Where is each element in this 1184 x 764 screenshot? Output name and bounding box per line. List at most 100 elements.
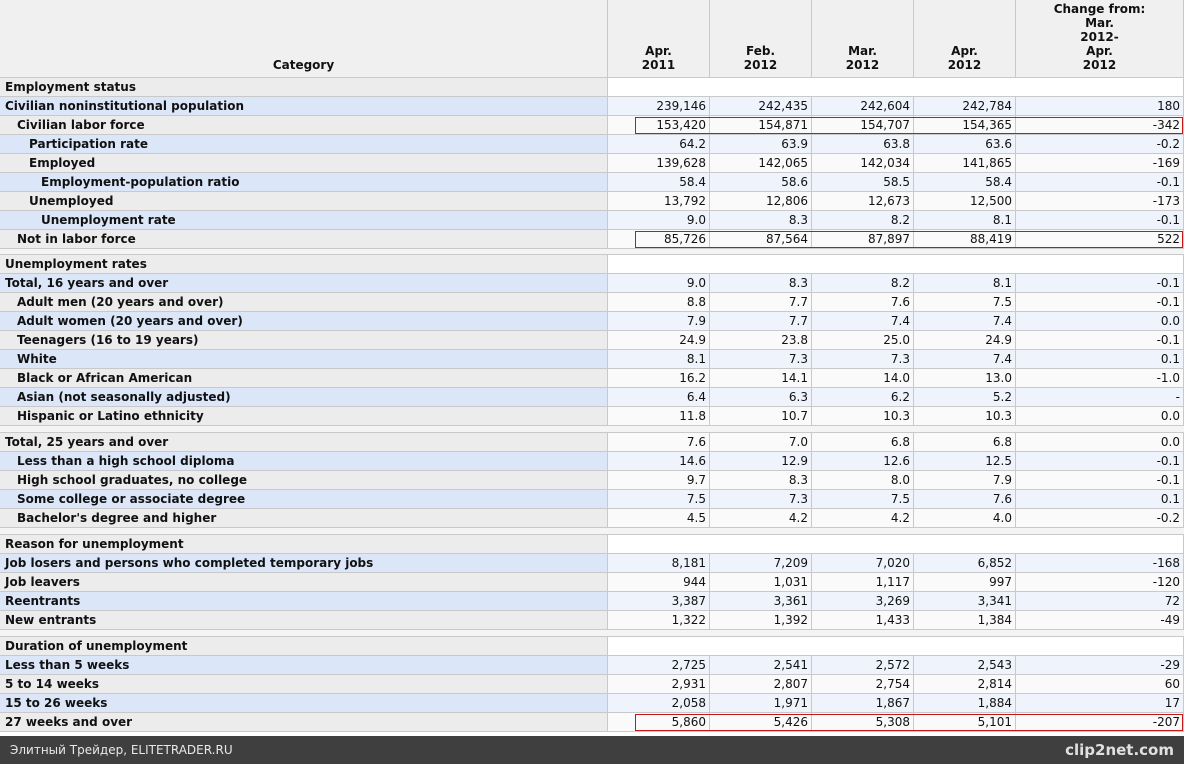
value-cell: 7.6 <box>608 433 710 452</box>
value-cell: 9.0 <box>608 211 710 230</box>
value-cell: 7,020 <box>812 554 914 573</box>
value-cell: 7.4 <box>914 350 1016 369</box>
value-cell: 8.1 <box>608 350 710 369</box>
column-header: Apr. 2012 <box>914 0 1016 78</box>
value-cell: 23.8 <box>710 331 812 350</box>
value-cell: 1,867 <box>812 694 914 713</box>
table-row: Job losers and persons who completed tem… <box>0 554 1184 573</box>
value-cell: 142,065 <box>710 154 812 173</box>
header-line: 2012 <box>743 58 778 72</box>
value-cell: 5,426 <box>710 713 812 732</box>
value-cell: 14.0 <box>812 369 914 388</box>
value-cell: 0.0 <box>1016 312 1184 331</box>
value-cell: 5,860 <box>608 713 710 732</box>
value-cell: 2,058 <box>608 694 710 713</box>
row-label: Adult women (20 years and over) <box>0 312 608 331</box>
table-row: Participation rate 64.2 63.9 63.8 63.6 -0.2 <box>0 135 1184 154</box>
table-row: Adult women (20 years and over) 7.9 7.7 7.4… <box>0 312 1184 331</box>
header-line: 2012 <box>1082 58 1117 72</box>
value-cell: 4.2 <box>710 509 812 528</box>
table-row: High school graduates, no college 9.7 8.3 8… <box>0 471 1184 490</box>
table-row: Adult men (20 years and over) 8.8 7.7 7.6 7.… <box>0 293 1184 312</box>
section-gap <box>0 528 1184 535</box>
value-cell: 7.3 <box>710 490 812 509</box>
value-cell: 2,807 <box>710 675 812 694</box>
row-label: Unemployment rate <box>0 211 608 230</box>
value-cell: 7.9 <box>608 312 710 331</box>
value-cell: 14.6 <box>608 452 710 471</box>
value-cell: 13,792 <box>608 192 710 211</box>
value-cell: 239,146 <box>608 97 710 116</box>
section-gap <box>0 426 1184 433</box>
value-cell: 7.9 <box>914 471 1016 490</box>
value-cell: 3,341 <box>914 592 1016 611</box>
value-cell: 2,543 <box>914 656 1016 675</box>
value-cell: 2,814 <box>914 675 1016 694</box>
value-cell: 12,806 <box>710 192 812 211</box>
value-cell: 85,726 <box>608 230 710 249</box>
section-header: Employment status <box>0 78 608 97</box>
value-cell: 6,852 <box>914 554 1016 573</box>
value-cell: 0.0 <box>1016 433 1184 452</box>
row-label: Employment-population ratio <box>0 173 608 192</box>
row-label: Not in labor force <box>0 230 608 249</box>
row-label: Black or African American <box>0 369 608 388</box>
value-cell: 10.3 <box>812 407 914 426</box>
value-cell: 8.3 <box>710 211 812 230</box>
value-cell: 1,322 <box>608 611 710 630</box>
row-label: Asian (not seasonally adjusted) <box>0 388 608 407</box>
table-row: White 8.1 7.3 7.3 7.4 0.1 <box>0 350 1184 369</box>
value-cell: 13.0 <box>914 369 1016 388</box>
table-row: 5 to 14 weeks 2,931 2,807 2,754 2,814 60 <box>0 675 1184 694</box>
value-cell: 7.4 <box>914 312 1016 331</box>
table-row: Employed 139,628 142,065 142,034 141,865 -169 <box>0 154 1184 173</box>
value-cell: 8,181 <box>608 554 710 573</box>
value-cell: - <box>1016 388 1184 407</box>
row-label: Total, 25 years and over <box>0 433 608 452</box>
header-line: Mar. <box>1085 16 1114 30</box>
value-cell: 12.5 <box>914 452 1016 471</box>
highlight-box <box>635 117 1183 134</box>
table-row: Black or African American 16.2 14.1 14.0 13.… <box>0 369 1184 388</box>
empty-cell <box>608 535 1184 554</box>
row-label: Some college or associate degree <box>0 490 608 509</box>
value-cell: 0.1 <box>1016 490 1184 509</box>
table-row: Job leavers 944 1,031 1,117 997 -120 <box>0 573 1184 592</box>
value-cell: 141,865 <box>914 154 1016 173</box>
table-row: Unemployment rate 9.0 8.3 8.2 8.1 -0.1 <box>0 211 1184 230</box>
value-cell: 8.0 <box>812 471 914 490</box>
value-cell: 12,500 <box>914 192 1016 211</box>
value-cell: 1,031 <box>710 573 812 592</box>
value-cell: 8.1 <box>914 211 1016 230</box>
value-cell: 7.6 <box>914 490 1016 509</box>
value-cell: 142,034 <box>812 154 914 173</box>
value-cell: 4.0 <box>914 509 1016 528</box>
value-cell: 180 <box>1016 97 1184 116</box>
header-line: 2012 <box>845 58 880 72</box>
logo[interactable]: clip2net.com <box>1065 741 1174 759</box>
row-label: Adult men (20 years and over) <box>0 293 608 312</box>
value-cell: 10.3 <box>914 407 1016 426</box>
value-cell: 7.6 <box>812 293 914 312</box>
value-cell: 8.8 <box>608 293 710 312</box>
value-cell: 24.9 <box>608 331 710 350</box>
header-line: 2011 <box>641 58 676 72</box>
value-cell: 7.5 <box>914 293 1016 312</box>
header-line: 2012- <box>1080 30 1119 44</box>
value-cell: 997 <box>914 573 1016 592</box>
header-line: Apr. <box>951 44 978 58</box>
section-header: Duration of unemployment <box>0 637 608 656</box>
value-cell: -0.2 <box>1016 509 1184 528</box>
table-row: 15 to 26 weeks 2,058 1,971 1,867 1,884 17 <box>0 694 1184 713</box>
row-label: Less than 5 weeks <box>0 656 608 675</box>
value-cell: 60 <box>1016 675 1184 694</box>
section-header-row: Reason for unemployment <box>0 535 1184 554</box>
value-cell: 3,387 <box>608 592 710 611</box>
table-row: 27 weeks and over 5,860 5,426 5,308 5,101 -20… <box>0 713 1184 732</box>
value-cell: -29 <box>1016 656 1184 675</box>
value-cell: 9.7 <box>608 471 710 490</box>
footer-bar: Элитный Трейдер, ELITETRADER.RU clip2net… <box>0 736 1184 764</box>
value-cell: 11.8 <box>608 407 710 426</box>
value-cell: 87,897 <box>812 230 914 249</box>
